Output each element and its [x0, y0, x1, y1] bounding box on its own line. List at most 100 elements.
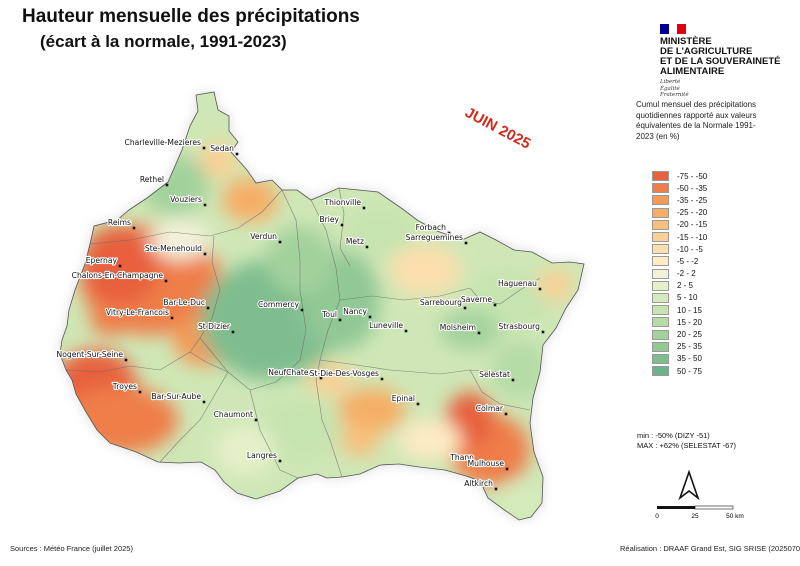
city-marker: Toul	[320, 309, 342, 322]
city-label: Luneville	[369, 321, 403, 330]
legend-label: -50 - -35	[677, 183, 708, 193]
city-label: Thionville	[323, 198, 361, 207]
scale-segment-light	[694, 505, 734, 510]
city-marker: Bar-Sur-Aube	[150, 391, 206, 404]
anomaly-zone	[537, 269, 573, 301]
ministry-line: ET DE LA SOUVERAINETÉ	[660, 56, 781, 67]
city-marker: Altkirch	[463, 478, 498, 491]
legend-row: -15 - -10	[652, 231, 707, 243]
city-dot	[463, 306, 467, 310]
city-marker: Ste-Menehould	[144, 243, 207, 256]
legend-label: 25 - 35	[677, 342, 702, 352]
city-dot	[164, 279, 168, 283]
city-marker: Thionville	[322, 197, 366, 210]
city-marker: Verdun	[249, 231, 282, 244]
city-label: Nogent-Sur-Seine	[57, 350, 124, 359]
anomaly-zone	[90, 304, 130, 336]
city-dot	[278, 459, 282, 463]
city-label: Saverne	[461, 295, 492, 304]
legend-row: -50 - -35	[652, 182, 707, 194]
city-label: Sedan	[210, 144, 234, 153]
legend-label: 50 - 75	[677, 366, 702, 376]
legend-row: 10 - 15	[652, 304, 707, 316]
legend-row: -35 - -25	[652, 194, 707, 206]
ministry-line: MINISTÈRE	[660, 36, 712, 47]
city-dot	[504, 412, 508, 416]
city-label: Rethel	[140, 175, 164, 184]
city-label: Selestat	[479, 370, 510, 379]
city-dot	[511, 378, 515, 382]
legend-row: -20 - -15	[652, 219, 707, 231]
scale-bar: 0 25 50 km	[655, 505, 744, 520]
legend-swatch	[652, 195, 669, 206]
city-marker: Sedan	[209, 143, 239, 156]
city-label: Sarreguemines	[406, 233, 463, 242]
city-marker: Strasbourg	[497, 321, 545, 334]
city-marker: Rethel	[139, 174, 169, 187]
anomaly-zone	[398, 420, 462, 460]
city-dot	[493, 303, 497, 307]
city-label: Epernay	[86, 256, 118, 265]
legend-label: 10 - 15	[677, 305, 702, 315]
city-marker: Sarreguemines	[405, 232, 468, 245]
min-value: min : -50% (DIZY -51)	[637, 431, 710, 440]
republic-motto: Liberté Égalité Fraternité	[660, 79, 689, 98]
legend-label: -2 - 2	[677, 269, 696, 279]
legend: -75 - -50 -50 - -35 -35 - -25 -25 - -20 -20 …	[652, 170, 707, 377]
city-label: Briey	[319, 215, 339, 224]
city-marker: Luneville	[368, 320, 408, 333]
legend-swatch	[652, 207, 669, 218]
legend-label: -25 - -20	[677, 208, 708, 218]
city-marker: Briey	[318, 214, 344, 227]
anomaly-zone	[222, 178, 278, 222]
legend-row: -5 - -2	[652, 255, 707, 267]
legend-row: 20 - 25	[652, 328, 707, 340]
city-label: Forbach	[416, 223, 447, 232]
city-marker: Reims	[107, 217, 136, 230]
legend-label: 5 - 10	[677, 293, 698, 303]
legend-swatch	[652, 268, 669, 279]
city-label: Chaumont	[214, 410, 253, 419]
city-label: Ste-Menehould	[145, 244, 202, 253]
city-marker: Metz	[345, 236, 369, 249]
legend-row: 25 - 35	[652, 341, 707, 353]
city-label: Colmar	[476, 404, 504, 413]
city-dot	[416, 402, 420, 406]
city-marker: NeufChateau	[267, 367, 323, 380]
city-dot	[362, 206, 366, 210]
legend-row: -10 - -5	[652, 243, 707, 255]
city-label: St Dizier	[198, 322, 231, 331]
city-marker: Nancy	[342, 306, 372, 319]
city-dot	[380, 377, 384, 381]
legend-label: 35 - 50	[677, 354, 702, 364]
legend-label: -75 - -50	[677, 171, 708, 181]
city-marker: Epinal	[391, 393, 420, 406]
anomaly-zone	[215, 424, 275, 476]
anomaly-zone	[346, 204, 414, 256]
city-label: Mulhouse	[468, 459, 505, 468]
city-label: Epinal	[392, 394, 415, 403]
city-label: Vitry-Le-Francois	[106, 308, 169, 317]
realisation-note: Réalisation : DRAAF Grand Est, SIG SRISE…	[620, 544, 800, 553]
anomaly-zone	[389, 244, 461, 296]
legend-label: -35 - -25	[677, 195, 708, 205]
city-marker: Mulhouse	[467, 458, 509, 471]
city-marker: Saverne	[460, 294, 497, 307]
legend-swatch	[652, 171, 669, 182]
city-marker: Chaumont	[212, 409, 258, 422]
legend-swatch	[652, 366, 669, 377]
city-marker: Nogent-Sur-Seine	[55, 349, 128, 362]
legend-row: 35 - 50	[652, 353, 707, 365]
city-dot	[206, 306, 210, 310]
city-label: Altkirch	[464, 479, 493, 488]
anomaly-zone	[440, 310, 500, 350]
legend-swatch	[652, 219, 669, 230]
city-marker: Vitry-Le-Francois	[105, 307, 174, 320]
city-dot	[203, 252, 207, 256]
city-dot	[170, 316, 174, 320]
scale-label-25: 25	[691, 513, 699, 520]
north-arrow-icon	[678, 470, 700, 501]
city-label: Verdun	[250, 232, 277, 241]
city-dot	[319, 376, 323, 380]
